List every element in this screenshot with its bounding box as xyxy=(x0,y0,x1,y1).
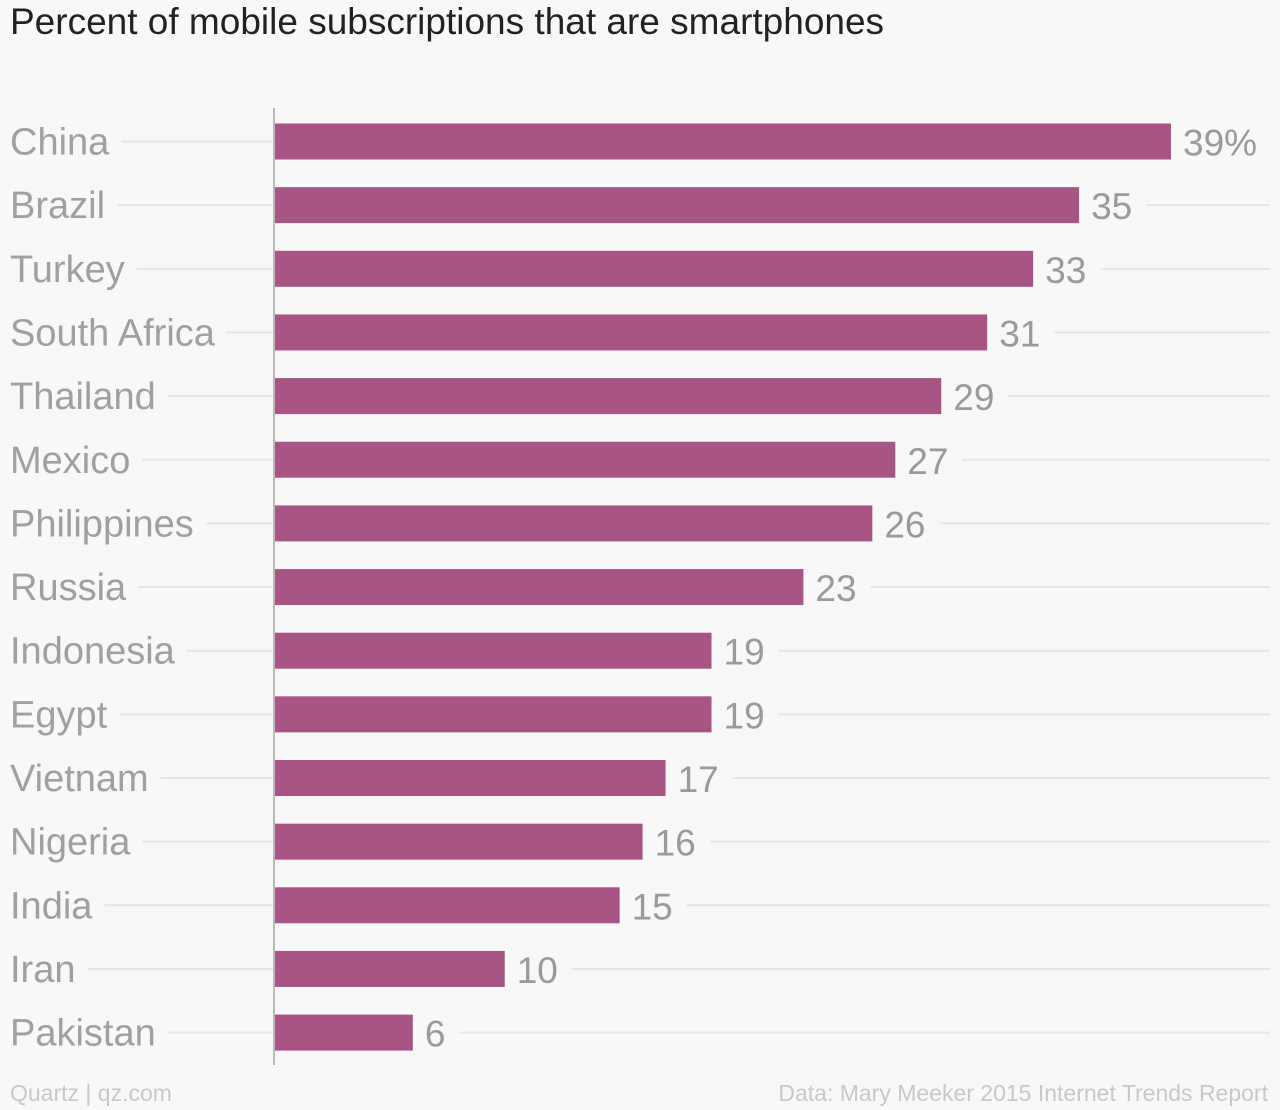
value-label: 17 xyxy=(678,759,719,800)
category-label: Egypt xyxy=(10,694,108,736)
value-label: 19 xyxy=(724,632,765,673)
bar xyxy=(275,378,942,415)
value-label: 26 xyxy=(884,504,925,545)
value-label: 27 xyxy=(907,441,948,482)
bar xyxy=(275,823,643,860)
category-label: Turkey xyxy=(10,249,125,291)
value-label: 39% xyxy=(1183,123,1257,164)
category-label: Indonesia xyxy=(10,631,176,673)
footer-source: Data: Mary Meeker 2015 Internet Trends R… xyxy=(778,1080,1268,1106)
bar xyxy=(275,1014,413,1051)
value-label: 16 xyxy=(655,823,696,864)
bar xyxy=(275,760,666,796)
bar xyxy=(275,632,712,669)
value-label: 6 xyxy=(425,1014,446,1055)
bar xyxy=(275,314,988,351)
category-label: Pakistan xyxy=(10,1013,156,1055)
value-label: 19 xyxy=(724,695,765,736)
value-label: 10 xyxy=(517,950,558,991)
category-label: Nigeria xyxy=(10,822,131,864)
value-label: 15 xyxy=(632,886,673,927)
bar xyxy=(275,505,873,542)
category-label: Russia xyxy=(10,567,127,609)
category-label: Thailand xyxy=(10,376,156,418)
chart-title: Percent of mobile subscriptions that are… xyxy=(10,1,885,42)
bar xyxy=(275,123,1171,160)
bar xyxy=(275,250,1034,287)
category-label: Iran xyxy=(10,949,75,991)
category-label: South Africa xyxy=(10,312,216,354)
value-label: 31 xyxy=(999,313,1040,354)
category-label: Philippines xyxy=(10,503,194,545)
bar xyxy=(275,441,896,478)
bar xyxy=(275,887,620,924)
value-label: 23 xyxy=(815,568,856,609)
value-label: 35 xyxy=(1091,186,1132,227)
category-label: China xyxy=(10,122,110,164)
bar xyxy=(275,569,804,606)
bar xyxy=(275,187,1080,224)
value-label: 29 xyxy=(953,377,994,418)
category-label: Vietnam xyxy=(10,758,149,800)
category-label: Brazil xyxy=(10,185,105,227)
bar xyxy=(275,950,505,987)
value-label: 33 xyxy=(1045,250,1086,291)
category-label: India xyxy=(10,885,93,927)
category-label: Mexico xyxy=(10,440,130,482)
bar xyxy=(275,696,712,733)
footer-brand: Quartz | qz.com xyxy=(10,1080,172,1106)
